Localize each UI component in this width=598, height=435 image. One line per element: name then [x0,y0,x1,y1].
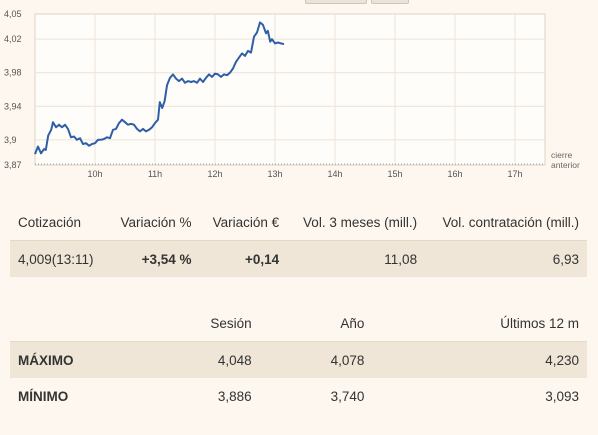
maximo-ano: 4,078 [259,341,373,378]
header-ano: Año [259,305,373,342]
minimo-ultimos-12m: 3,093 [372,378,587,414]
header-vol-3-meses: Vol. 3 meses (mill.) [287,204,426,241]
value-vol-contratacion: 6,93 [425,240,587,277]
value-variacion-eur: +0,14 [199,240,288,277]
prev-close-label: anterior [551,160,580,170]
y-tick-label: 3,87 [4,160,22,170]
y-tick-label: 3,9 [4,135,17,145]
quote-header-row: Cotización Variación % Variación € Vol. … [10,204,587,241]
range-row-minimo: MÍNIMO 3,886 3,740 3,093 [10,378,587,414]
chart-range-tab[interactable] [371,0,409,4]
minimo-sesion: 3,886 [130,378,260,414]
maximo-sesion: 4,048 [130,341,260,378]
chart-svg: 4,05 4,02 3,98 3,94 3,9 3,87 10h 11h 12h 13h 14h 15… [4,9,580,179]
range-row-maximo: MÁXIMO 4,048 4,078 4,230 [10,341,587,378]
y-tick-label: 4,02 [4,34,22,44]
value-cotizacion: 4,009(13:11) [10,240,108,277]
header-vol-contratacion: Vol. contratación (mill.) [425,204,587,241]
intraday-chart: 4,05 4,02 3,98 3,94 3,9 3,87 10h 11h 12h 13h 14h 15… [0,0,598,190]
header-cotizacion: Cotización [10,204,108,241]
value-variacion-pct: +3,54 % [107,240,200,277]
quote-table: Cotización Variación % Variación € Vol. … [10,204,587,277]
x-tick-label: 11h [148,169,162,179]
x-tick-label: 10h [87,169,102,179]
x-tick-label: 15h [387,169,402,179]
value-vol-3-meses: 11,08 [287,240,426,277]
plot-frame [34,13,546,166]
y-tick-label: 4,05 [4,9,22,19]
x-tick-label: 17h [507,169,522,179]
header-ultimos-12m: Últimos 12 m [372,305,587,342]
y-tick-label: 3,94 [4,101,22,111]
range-table: Sesión Año Últimos 12 m MÁXIMO 4,048 4,0… [10,305,587,414]
label-minimo: MÍNIMO [10,378,130,414]
label-maximo: MÁXIMO [10,341,130,378]
quote-value-row: 4,009(13:11) +3,54 % +0,14 11,08 6,93 [10,240,587,277]
x-tick-label: 16h [447,169,462,179]
chart-range-tab[interactable] [305,0,367,4]
header-sesion: Sesión [130,305,260,342]
range-header-empty [10,305,130,342]
y-tick-label: 3,98 [4,68,22,78]
x-tick-label: 14h [327,169,342,179]
maximo-ultimos-12m: 4,230 [372,341,587,378]
price-series-line [34,21,285,155]
prev-close-label: cierre [551,150,573,160]
range-header-row: Sesión Año Últimos 12 m [10,305,587,342]
header-variacion-pct: Variación % [107,204,200,241]
header-variacion-eur: Variación € [199,204,288,241]
x-tick-label: 12h [207,169,222,179]
x-tick-label: 13h [267,169,282,179]
minimo-ano: 3,740 [259,378,373,414]
